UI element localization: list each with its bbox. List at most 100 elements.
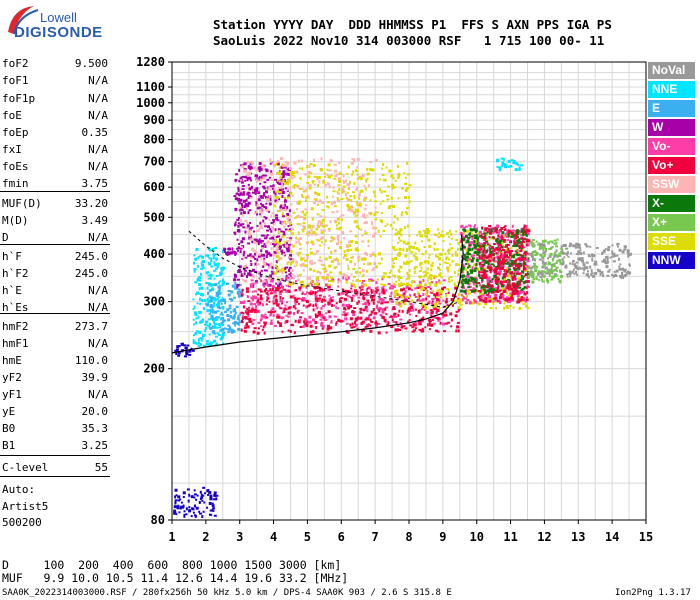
echo-point xyxy=(392,274,395,277)
echo-point xyxy=(513,272,516,275)
echo-point xyxy=(330,276,334,279)
echo-point xyxy=(420,317,423,321)
echo-point xyxy=(238,180,241,183)
echo-point xyxy=(183,355,187,358)
echo-point xyxy=(412,245,416,249)
echo-point xyxy=(470,289,474,293)
echo-point xyxy=(512,277,515,281)
echo-point xyxy=(227,330,231,333)
echo-point xyxy=(431,319,434,322)
echo-point xyxy=(226,251,229,254)
echo-point xyxy=(453,282,456,286)
echo-point xyxy=(452,293,455,296)
echo-point xyxy=(327,205,330,209)
echo-point xyxy=(407,287,411,291)
echo-point xyxy=(464,234,468,238)
echo-point xyxy=(307,226,311,229)
echo-point xyxy=(451,259,454,263)
echo-point xyxy=(535,278,538,281)
echo-point xyxy=(236,192,239,195)
echo-point xyxy=(399,230,402,233)
echo-point xyxy=(363,216,367,219)
echo-point xyxy=(587,270,590,273)
echo-point xyxy=(564,265,568,269)
echo-point xyxy=(500,264,504,268)
echo-point xyxy=(251,306,254,310)
echo-point xyxy=(354,188,358,191)
echo-point xyxy=(551,263,555,267)
echo-point xyxy=(274,192,277,196)
echo-point xyxy=(276,266,279,270)
echo-point xyxy=(494,271,498,274)
echo-point xyxy=(386,323,390,326)
echo-point xyxy=(382,272,385,275)
echo-point xyxy=(213,320,216,324)
echo-point xyxy=(222,320,225,323)
echo-point xyxy=(494,267,498,270)
echo-point xyxy=(402,287,405,291)
echo-point xyxy=(503,260,507,263)
echo-point xyxy=(242,199,246,203)
echo-point xyxy=(353,262,356,266)
echo-point xyxy=(365,253,368,257)
echo-point xyxy=(468,258,472,261)
echo-point xyxy=(348,180,351,184)
echo-point xyxy=(322,224,326,228)
echo-point xyxy=(516,249,519,252)
echo-point xyxy=(483,232,486,235)
echo-point xyxy=(381,298,385,302)
echo-point xyxy=(401,187,405,190)
echo-point xyxy=(509,253,512,257)
echo-point xyxy=(246,178,249,182)
echo-point xyxy=(335,173,339,176)
echo-point xyxy=(330,250,333,254)
echo-point xyxy=(509,229,512,232)
echo-point xyxy=(242,312,245,315)
echo-point xyxy=(509,271,513,275)
echo-point xyxy=(303,190,307,193)
echo-point xyxy=(482,263,486,266)
echo-point xyxy=(288,209,291,213)
echo-point xyxy=(175,348,179,352)
echo-point xyxy=(403,325,406,328)
echo-point xyxy=(538,258,542,261)
echo-point xyxy=(293,161,297,165)
echo-point xyxy=(582,251,585,255)
echo-point xyxy=(495,269,498,273)
echo-point xyxy=(276,247,280,250)
echo-point xyxy=(611,244,614,247)
echo-point xyxy=(486,293,490,296)
echo-point xyxy=(468,301,472,305)
echo-point xyxy=(514,263,518,267)
echo-point xyxy=(357,255,361,259)
echo-point xyxy=(606,258,609,262)
echo-point xyxy=(446,266,450,270)
echo-point xyxy=(254,252,257,256)
echo-point xyxy=(517,264,521,268)
echo-point xyxy=(550,265,553,269)
echo-point xyxy=(252,230,255,233)
echo-point xyxy=(181,349,185,352)
echo-point xyxy=(323,172,326,175)
echo-point xyxy=(494,280,498,284)
echo-point xyxy=(427,286,431,289)
echo-point xyxy=(463,289,467,293)
echo-point xyxy=(201,266,205,269)
echo-point xyxy=(259,178,263,182)
echo-point xyxy=(256,212,259,216)
echo-point xyxy=(323,317,327,321)
echo-point xyxy=(439,233,443,237)
echo-point xyxy=(311,318,315,322)
echo-point xyxy=(346,244,349,247)
echo-point xyxy=(347,165,350,169)
echo-point xyxy=(207,261,211,264)
echo-point xyxy=(247,313,250,317)
echo-point xyxy=(403,303,407,306)
echo-point xyxy=(208,263,212,266)
echo-point xyxy=(201,336,204,340)
echo-point xyxy=(431,297,435,300)
echo-point xyxy=(492,301,495,305)
echo-point xyxy=(462,236,466,240)
param-name: MUF(D) xyxy=(2,197,42,210)
echo-point xyxy=(441,259,444,262)
